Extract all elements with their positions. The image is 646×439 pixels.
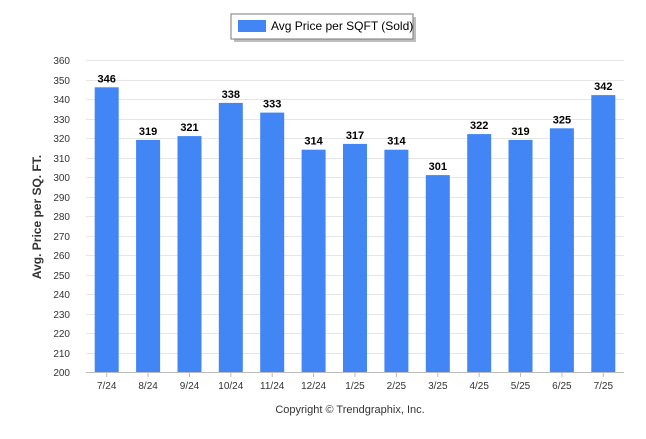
legend-swatch: [238, 20, 266, 32]
y-tick-label: 200: [53, 368, 70, 379]
x-tick-label: 11/24: [260, 381, 285, 392]
y-tick-label: 350: [53, 76, 70, 87]
y-tick-label: 270: [53, 232, 70, 243]
y-tick-label: 240: [53, 290, 70, 301]
y-tick-label: 330: [53, 115, 70, 126]
x-tick-label: 7/25: [594, 381, 614, 392]
data-label: 314: [304, 136, 323, 148]
y-tick-label: 290: [53, 193, 70, 204]
bar: [425, 175, 450, 372]
data-label: 346: [98, 73, 116, 85]
data-label: 333: [263, 99, 281, 111]
legend-label: Avg Price per SQFT (Sold): [271, 19, 413, 33]
y-tick-label: 320: [53, 134, 70, 145]
data-label: 301: [429, 161, 447, 173]
bar: [343, 143, 367, 372]
y-axis-title: Avg. Price per SQ. FT.: [30, 155, 44, 279]
bars: [94, 87, 616, 373]
data-labels: 346 319 321 338 333 314 317 314 301 322 319 325 342: [98, 73, 613, 173]
data-label: 319: [511, 126, 529, 138]
y-tick-label: 260: [53, 251, 70, 262]
data-label: 342: [594, 81, 612, 93]
y-tick-label: 280: [53, 212, 70, 223]
data-label: 325: [553, 114, 571, 126]
x-tick-label: 10/24: [218, 381, 243, 392]
x-tick-label: 1/25: [345, 381, 365, 392]
data-label: 317: [346, 130, 364, 142]
y-tick-label: 210: [53, 349, 70, 360]
bar: [467, 134, 492, 372]
y-axis: 200 210 220 230 240 250 260 270 280 290 300 310 320 3…: [53, 56, 70, 379]
x-tick-label: 2/25: [387, 381, 407, 392]
y-tick-label: 230: [53, 310, 70, 321]
data-label: 321: [180, 122, 198, 134]
x-tick-label: 5/25: [511, 381, 531, 392]
x-tick-label: 6/25: [552, 381, 572, 392]
bar: [508, 139, 533, 372]
x-axis: 7/24 8/24 9/24 10/24 11/24 12/24 1/25 2/25 3/25 4…: [97, 372, 614, 392]
y-tick-label: 360: [53, 56, 70, 67]
x-tick-label: 3/25: [428, 381, 448, 392]
y-tick-label: 300: [53, 173, 70, 184]
x-tick-label: 9/24: [180, 381, 200, 392]
bar: [177, 136, 202, 372]
bar: [549, 128, 574, 373]
data-label: 338: [222, 89, 240, 101]
bar: [218, 102, 243, 373]
copyright-text: Copyright © Trendgraphix, Inc.: [275, 404, 424, 416]
data-label: 322: [470, 120, 488, 132]
y-tick-label: 340: [53, 95, 70, 106]
bar: [260, 112, 285, 372]
y-tick-label: 250: [53, 271, 70, 282]
data-label: 319: [139, 126, 157, 138]
y-tick-label: 220: [53, 329, 70, 340]
x-tick-label: 7/24: [97, 381, 117, 392]
legend: Avg Price per SQFT (Sold): [230, 13, 416, 42]
bar: [591, 95, 616, 372]
x-tick-label: 8/24: [138, 381, 158, 392]
y-tick-label: 310: [53, 154, 70, 165]
data-label: 314: [387, 136, 406, 148]
bar: [94, 87, 119, 373]
x-tick-label: 12/24: [301, 381, 326, 392]
bar: [301, 149, 326, 372]
bar: [384, 149, 409, 372]
bar: [136, 139, 161, 372]
x-tick-label: 4/25: [469, 381, 489, 392]
